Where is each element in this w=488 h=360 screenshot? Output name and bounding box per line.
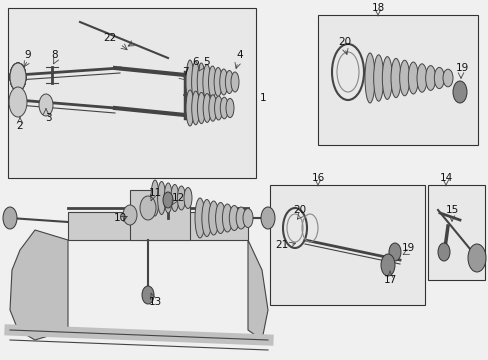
Ellipse shape (467, 244, 485, 272)
Ellipse shape (164, 183, 172, 213)
Ellipse shape (142, 286, 154, 304)
Ellipse shape (10, 63, 26, 91)
Text: 5: 5 (202, 57, 209, 67)
Ellipse shape (261, 207, 274, 229)
Text: 19: 19 (454, 63, 468, 73)
Text: 22: 22 (103, 33, 116, 43)
Ellipse shape (202, 199, 211, 237)
Ellipse shape (157, 181, 165, 215)
Ellipse shape (437, 243, 449, 261)
Ellipse shape (203, 94, 211, 122)
Ellipse shape (433, 67, 444, 89)
Ellipse shape (9, 87, 27, 117)
Text: 13: 13 (148, 297, 162, 307)
Text: 21: 21 (275, 240, 288, 250)
Ellipse shape (452, 81, 466, 103)
Text: 10: 10 (113, 213, 126, 223)
Ellipse shape (203, 64, 210, 99)
Ellipse shape (220, 97, 228, 119)
Ellipse shape (185, 60, 194, 104)
Ellipse shape (225, 98, 234, 118)
Ellipse shape (208, 95, 216, 121)
Ellipse shape (407, 62, 417, 94)
Text: 2: 2 (17, 121, 23, 131)
Ellipse shape (208, 66, 216, 98)
Ellipse shape (195, 198, 204, 238)
Ellipse shape (225, 71, 233, 94)
Text: 7: 7 (182, 67, 188, 77)
Ellipse shape (208, 201, 218, 235)
Text: 3: 3 (44, 113, 51, 123)
Text: 9: 9 (24, 50, 31, 60)
Ellipse shape (151, 180, 159, 216)
Ellipse shape (191, 91, 199, 125)
Ellipse shape (197, 93, 205, 123)
Text: 11: 11 (148, 188, 162, 198)
Ellipse shape (229, 206, 239, 230)
Polygon shape (10, 230, 68, 340)
Ellipse shape (10, 63, 26, 91)
Ellipse shape (230, 72, 239, 92)
Ellipse shape (236, 207, 245, 229)
Ellipse shape (399, 60, 409, 96)
Ellipse shape (10, 63, 26, 91)
Ellipse shape (215, 202, 225, 234)
Text: 17: 17 (383, 275, 396, 285)
Ellipse shape (388, 243, 400, 261)
Ellipse shape (185, 90, 194, 126)
Bar (68, 212, 247, 240)
Bar (427, 185, 484, 280)
Ellipse shape (222, 204, 232, 232)
Ellipse shape (243, 208, 252, 228)
Ellipse shape (177, 186, 185, 210)
Ellipse shape (425, 66, 435, 90)
Text: 14: 14 (439, 173, 452, 183)
Ellipse shape (123, 205, 137, 225)
Text: 12: 12 (171, 193, 184, 203)
Text: 16: 16 (311, 173, 324, 183)
Ellipse shape (442, 69, 452, 87)
Text: 20: 20 (293, 205, 306, 215)
Ellipse shape (390, 58, 400, 98)
Text: 1: 1 (259, 93, 266, 103)
Ellipse shape (39, 94, 53, 116)
Ellipse shape (214, 96, 222, 120)
Bar (317, 15, 477, 145)
Text: 18: 18 (370, 3, 384, 13)
Ellipse shape (416, 64, 426, 92)
Ellipse shape (170, 184, 179, 211)
Ellipse shape (197, 63, 205, 101)
Ellipse shape (191, 62, 199, 103)
Text: 20: 20 (338, 37, 351, 47)
Text: 6: 6 (192, 57, 199, 67)
Ellipse shape (183, 188, 192, 208)
Text: 8: 8 (52, 50, 58, 60)
Ellipse shape (140, 196, 156, 220)
Text: 15: 15 (445, 205, 458, 215)
Text: 4: 4 (236, 50, 243, 60)
Bar (269, 185, 424, 305)
Ellipse shape (219, 69, 227, 95)
Ellipse shape (163, 192, 173, 208)
Ellipse shape (214, 68, 222, 96)
Text: 19: 19 (401, 243, 414, 253)
Ellipse shape (10, 63, 26, 91)
Ellipse shape (10, 63, 26, 91)
Ellipse shape (3, 207, 17, 229)
Polygon shape (247, 240, 267, 340)
Ellipse shape (382, 57, 391, 99)
Ellipse shape (373, 55, 383, 101)
Ellipse shape (380, 254, 394, 276)
Bar (8, 8, 256, 178)
Bar (130, 190, 190, 240)
Ellipse shape (364, 53, 374, 103)
Ellipse shape (10, 63, 26, 91)
